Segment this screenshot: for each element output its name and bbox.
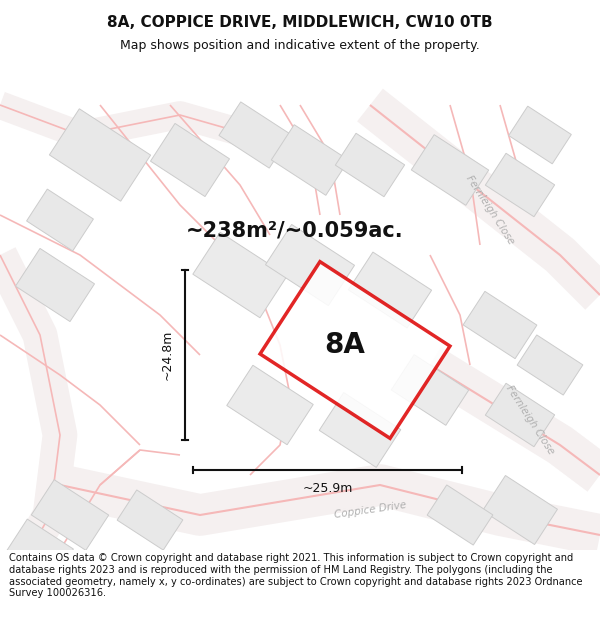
Text: ~238m²/~0.059ac.: ~238m²/~0.059ac. (186, 220, 404, 240)
Polygon shape (427, 485, 493, 545)
Text: 8A: 8A (325, 331, 365, 359)
Polygon shape (151, 123, 230, 197)
Text: Fernleigh Close: Fernleigh Close (464, 174, 516, 246)
Text: ~24.8m: ~24.8m (161, 330, 173, 380)
Polygon shape (509, 106, 571, 164)
Polygon shape (335, 133, 404, 197)
Text: ~25.9m: ~25.9m (302, 481, 353, 494)
Text: Coppice Drive: Coppice Drive (333, 500, 407, 520)
Polygon shape (227, 365, 313, 445)
Text: Contains OS data © Crown copyright and database right 2021. This information is : Contains OS data © Crown copyright and d… (9, 553, 583, 598)
Text: Map shows position and indicative extent of the property.: Map shows position and indicative extent… (120, 39, 480, 51)
Polygon shape (117, 490, 183, 550)
Polygon shape (271, 124, 349, 196)
Polygon shape (412, 134, 488, 206)
Polygon shape (49, 109, 151, 201)
Polygon shape (485, 383, 554, 447)
Polygon shape (16, 248, 95, 322)
Polygon shape (319, 392, 401, 468)
Polygon shape (482, 476, 557, 544)
Polygon shape (260, 262, 450, 438)
Polygon shape (26, 189, 94, 251)
Polygon shape (517, 335, 583, 395)
Polygon shape (349, 252, 431, 328)
Polygon shape (391, 354, 469, 426)
Polygon shape (31, 479, 109, 551)
Polygon shape (265, 224, 355, 306)
Polygon shape (219, 102, 291, 168)
Text: 8A, COPPICE DRIVE, MIDDLEWICH, CW10 0TB: 8A, COPPICE DRIVE, MIDDLEWICH, CW10 0TB (107, 16, 493, 31)
Polygon shape (485, 153, 554, 217)
Polygon shape (463, 291, 537, 359)
Polygon shape (193, 232, 287, 318)
Text: Fernleigh Close: Fernleigh Close (504, 384, 556, 456)
Polygon shape (7, 519, 73, 581)
